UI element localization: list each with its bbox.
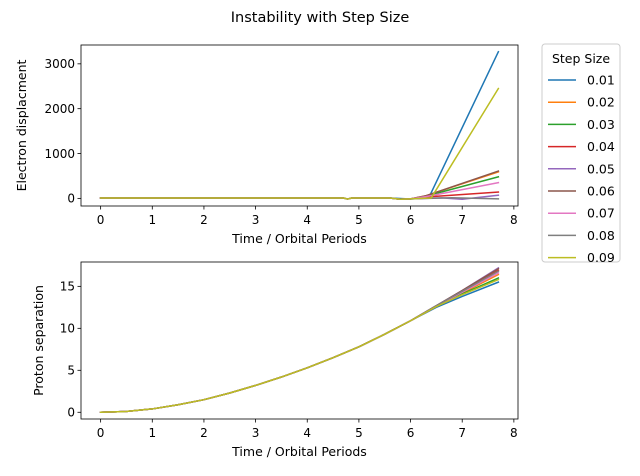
legend-item: 0.03 (548, 117, 615, 132)
x-tick-label: 2 (200, 426, 208, 440)
legend-label: 0.06 (587, 184, 615, 199)
subplot-1: 0 1 2 3 4 5 6 7 8 0 1000 2000 3000 Time / Orbital Per… (14, 44, 519, 246)
series-line-8 (99, 270, 500, 414)
y-tick-label: 3000 (44, 57, 75, 71)
axes-frame (80, 44, 519, 207)
series-line-6 (99, 267, 500, 414)
subplot-2: 0 1 2 3 4 5 6 7 8 0 5 10 15 Time / Orbital Periods Pro… (31, 261, 519, 459)
y-tick-label: 10 (60, 322, 75, 336)
y-tick-label: 1000 (44, 147, 75, 161)
y-tick-label: 15 (60, 280, 75, 294)
legend-item: 0.07 (548, 206, 615, 221)
legend-item: 0.04 (548, 139, 615, 154)
series-line-7 (99, 271, 500, 414)
series-group (99, 266, 500, 414)
x-tick-label: 4 (303, 213, 311, 227)
x-tick-label: 7 (458, 213, 466, 227)
x-tick-label: 5 (355, 426, 363, 440)
y-tick-label: 2000 (44, 102, 75, 116)
y-tick-label: 0 (67, 406, 75, 420)
x-tick-label: 3 (252, 426, 260, 440)
y-axis-label: Electron displacment (14, 60, 29, 192)
series-line-2 (99, 273, 500, 414)
x-tick-label: 5 (355, 213, 363, 227)
x-tick-label: 1 (148, 213, 156, 227)
series-line-9 (99, 278, 500, 414)
x-tick-label: 3 (252, 213, 260, 227)
legend-item: 0.09 (548, 250, 615, 265)
legend-title: Step Size (552, 51, 610, 66)
x-tick-label: 6 (407, 213, 415, 227)
legend-label: 0.04 (587, 139, 615, 154)
legend: Step Size 0.01 0.02 0.03 0.04 0.05 0.06 0.07 0.0… (541, 43, 621, 265)
legend-item: 0.05 (548, 161, 615, 176)
x-axis-label: Time / Orbital Periods (231, 231, 367, 246)
chart-title: Instability with Step Size (231, 10, 410, 26)
legend-label: 0.01 (587, 73, 615, 88)
x-tick-label: 8 (510, 213, 518, 227)
y-tick-label: 0 (67, 192, 75, 206)
legend-item: 0.01 (548, 73, 615, 88)
x-tick-label: 0 (97, 426, 105, 440)
legend-label: 0.03 (587, 117, 615, 132)
x-tick-label: 6 (407, 426, 415, 440)
x-tick-label: 4 (303, 426, 311, 440)
legend-label: 0.07 (587, 206, 615, 221)
x-tick-label: 8 (510, 426, 518, 440)
x-axis-label: Time / Orbital Periods (231, 444, 367, 459)
legend-item: 0.08 (548, 228, 615, 243)
x-tick-label: 2 (200, 213, 208, 227)
legend-item: 0.06 (548, 184, 615, 199)
legend-label: 0.05 (587, 161, 615, 176)
series-line-4 (99, 269, 500, 414)
series-group (99, 50, 500, 201)
series-line-1 (99, 50, 500, 200)
x-tick-label: 0 (97, 213, 105, 227)
legend-item: 0.02 (548, 95, 615, 110)
series-line-5 (99, 266, 500, 414)
series-line-1 (99, 281, 500, 414)
legend-label: 0.09 (587, 250, 615, 265)
x-tick-label: 1 (148, 426, 156, 440)
axes-frame (80, 261, 519, 420)
legend-label: 0.02 (587, 95, 615, 110)
legend-label: 0.08 (587, 228, 615, 243)
legend-frame (541, 43, 621, 263)
x-tick-label: 7 (458, 426, 466, 440)
y-tick-label: 5 (67, 364, 75, 378)
y-axis-label: Proton separation (31, 285, 46, 396)
series-line-3 (99, 276, 500, 414)
series-line-9 (99, 87, 500, 201)
